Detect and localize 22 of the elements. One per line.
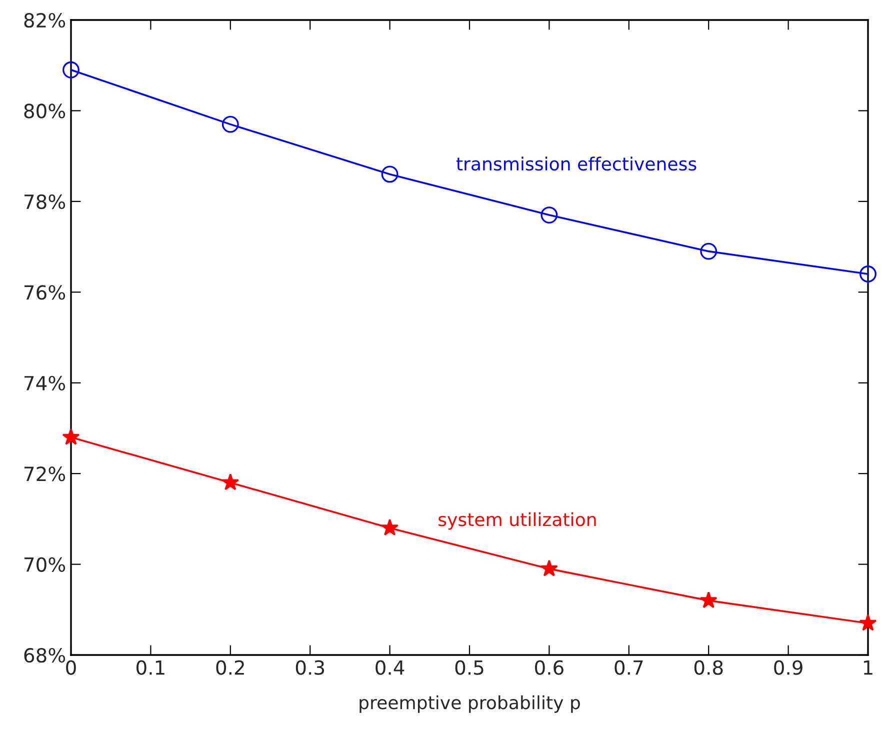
x-tick-label: 0.8 — [694, 660, 723, 675]
y-tick-label: 78% — [24, 194, 66, 210]
y-tick-label: 68% — [24, 648, 66, 663]
x-tick-label: 0.5 — [455, 660, 484, 675]
y-tick-label: 72% — [24, 466, 66, 482]
x-tick-label: 0.4 — [376, 660, 404, 675]
y-tick-label: 70% — [24, 557, 66, 572]
x-tick-label: 0.6 — [535, 660, 564, 675]
x-axis-title: preemptive probability p — [360, 695, 580, 713]
series-label: transmission effectiveness — [456, 156, 696, 171]
x-tick-label: 0.2 — [216, 660, 244, 675]
x-tick-label: 0.3 — [296, 660, 324, 675]
x-tick-label: 1 — [864, 660, 872, 675]
x-tick-label: 0.7 — [614, 660, 643, 675]
x-tick-label: 0.1 — [136, 660, 164, 675]
y-tick-label: 82% — [24, 12, 66, 28]
y-tick-label: 80% — [24, 104, 66, 118]
x-tick-label: 0.9 — [774, 660, 802, 675]
x-tick-label: 0 — [66, 660, 76, 675]
y-tick-label: 76% — [24, 285, 66, 300]
series-label: system utilization — [438, 512, 596, 530]
y-tick-label: 74% — [24, 376, 66, 391]
